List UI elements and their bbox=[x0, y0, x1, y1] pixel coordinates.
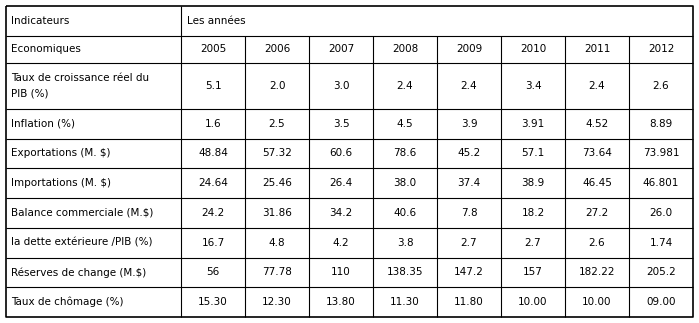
Text: 46.45: 46.45 bbox=[582, 178, 612, 188]
Text: 2.6: 2.6 bbox=[653, 81, 670, 91]
Text: 37.4: 37.4 bbox=[457, 178, 481, 188]
Text: 24.2: 24.2 bbox=[201, 208, 224, 218]
Text: 11.80: 11.80 bbox=[454, 297, 484, 307]
Text: 110: 110 bbox=[331, 267, 351, 277]
Text: 40.6: 40.6 bbox=[394, 208, 417, 218]
Text: 25.46: 25.46 bbox=[262, 178, 292, 188]
Text: 2.7: 2.7 bbox=[461, 238, 477, 248]
Text: 2008: 2008 bbox=[392, 45, 418, 55]
Text: 1.74: 1.74 bbox=[649, 238, 672, 248]
Text: 1.6: 1.6 bbox=[205, 119, 222, 129]
Text: 147.2: 147.2 bbox=[454, 267, 484, 277]
Text: 78.6: 78.6 bbox=[394, 149, 417, 159]
Text: 3.0: 3.0 bbox=[333, 81, 350, 91]
Text: 73.981: 73.981 bbox=[643, 149, 679, 159]
Text: Exportations (M. $): Exportations (M. $) bbox=[11, 149, 110, 159]
Text: Indicateurs: Indicateurs bbox=[11, 16, 69, 26]
Text: 2.5: 2.5 bbox=[268, 119, 285, 129]
Text: Importations (M. $): Importations (M. $) bbox=[11, 178, 111, 188]
Text: 2012: 2012 bbox=[648, 45, 675, 55]
Text: 2.4: 2.4 bbox=[397, 81, 413, 91]
Text: 2011: 2011 bbox=[584, 45, 610, 55]
Text: 18.2: 18.2 bbox=[521, 208, 545, 218]
Text: 45.2: 45.2 bbox=[457, 149, 481, 159]
Text: 157: 157 bbox=[523, 267, 543, 277]
Text: PIB (%): PIB (%) bbox=[11, 89, 48, 99]
Text: 4.52: 4.52 bbox=[585, 119, 609, 129]
Text: 2.6: 2.6 bbox=[589, 238, 605, 248]
Text: 3.91: 3.91 bbox=[521, 119, 545, 129]
Text: 2009: 2009 bbox=[456, 45, 482, 55]
Text: 48.84: 48.84 bbox=[198, 149, 228, 159]
Text: 38.0: 38.0 bbox=[394, 178, 417, 188]
Text: 13.80: 13.80 bbox=[326, 297, 356, 307]
Text: 5.1: 5.1 bbox=[205, 81, 222, 91]
Text: Réserves de change (M.$): Réserves de change (M.$) bbox=[11, 267, 146, 278]
Text: 3.9: 3.9 bbox=[461, 119, 477, 129]
Text: 182.22: 182.22 bbox=[579, 267, 615, 277]
Text: 26.0: 26.0 bbox=[649, 208, 672, 218]
Text: 4.2: 4.2 bbox=[333, 238, 350, 248]
Text: 8.89: 8.89 bbox=[649, 119, 672, 129]
Text: Balance commerciale (M.$): Balance commerciale (M.$) bbox=[11, 208, 153, 218]
Text: 77.78: 77.78 bbox=[262, 267, 292, 277]
Text: 7.8: 7.8 bbox=[461, 208, 477, 218]
Text: 2007: 2007 bbox=[328, 45, 354, 55]
Text: la dette extérieure /PIB (%): la dette extérieure /PIB (%) bbox=[11, 238, 152, 248]
Text: 34.2: 34.2 bbox=[329, 208, 352, 218]
Text: 73.64: 73.64 bbox=[582, 149, 612, 159]
Text: 60.6: 60.6 bbox=[329, 149, 352, 159]
Text: 10.00: 10.00 bbox=[582, 297, 612, 307]
Text: 3.5: 3.5 bbox=[333, 119, 350, 129]
Text: 24.64: 24.64 bbox=[198, 178, 228, 188]
Text: 2.7: 2.7 bbox=[525, 238, 541, 248]
Text: 11.30: 11.30 bbox=[390, 297, 420, 307]
Text: 2005: 2005 bbox=[200, 45, 226, 55]
Text: 31.86: 31.86 bbox=[262, 208, 292, 218]
Text: 2.4: 2.4 bbox=[589, 81, 605, 91]
Text: 56: 56 bbox=[206, 267, 219, 277]
Text: 205.2: 205.2 bbox=[646, 267, 676, 277]
Text: 57.32: 57.32 bbox=[262, 149, 292, 159]
Text: Taux de croissance réel du: Taux de croissance réel du bbox=[11, 73, 149, 83]
Text: 16.7: 16.7 bbox=[201, 238, 224, 248]
Text: 12.30: 12.30 bbox=[262, 297, 292, 307]
Text: Inflation (%): Inflation (%) bbox=[11, 119, 75, 129]
Text: 4.5: 4.5 bbox=[397, 119, 413, 129]
Text: Les années: Les années bbox=[187, 16, 245, 26]
Text: 57.1: 57.1 bbox=[521, 149, 545, 159]
Text: 10.00: 10.00 bbox=[518, 297, 548, 307]
Text: 27.2: 27.2 bbox=[585, 208, 609, 218]
Text: 3.8: 3.8 bbox=[397, 238, 413, 248]
Text: 3.4: 3.4 bbox=[525, 81, 541, 91]
Text: 4.8: 4.8 bbox=[268, 238, 285, 248]
Text: 46.801: 46.801 bbox=[643, 178, 679, 188]
Text: Economiques: Economiques bbox=[11, 45, 81, 55]
Text: 26.4: 26.4 bbox=[329, 178, 352, 188]
Text: 2006: 2006 bbox=[264, 45, 290, 55]
Text: 38.9: 38.9 bbox=[521, 178, 545, 188]
Text: 2010: 2010 bbox=[520, 45, 546, 55]
Text: 2.0: 2.0 bbox=[268, 81, 285, 91]
Text: 15.30: 15.30 bbox=[198, 297, 228, 307]
Text: 138.35: 138.35 bbox=[387, 267, 424, 277]
Text: 2.4: 2.4 bbox=[461, 81, 477, 91]
Text: 09.00: 09.00 bbox=[647, 297, 676, 307]
Text: Taux de chômage (%): Taux de chômage (%) bbox=[11, 297, 124, 307]
